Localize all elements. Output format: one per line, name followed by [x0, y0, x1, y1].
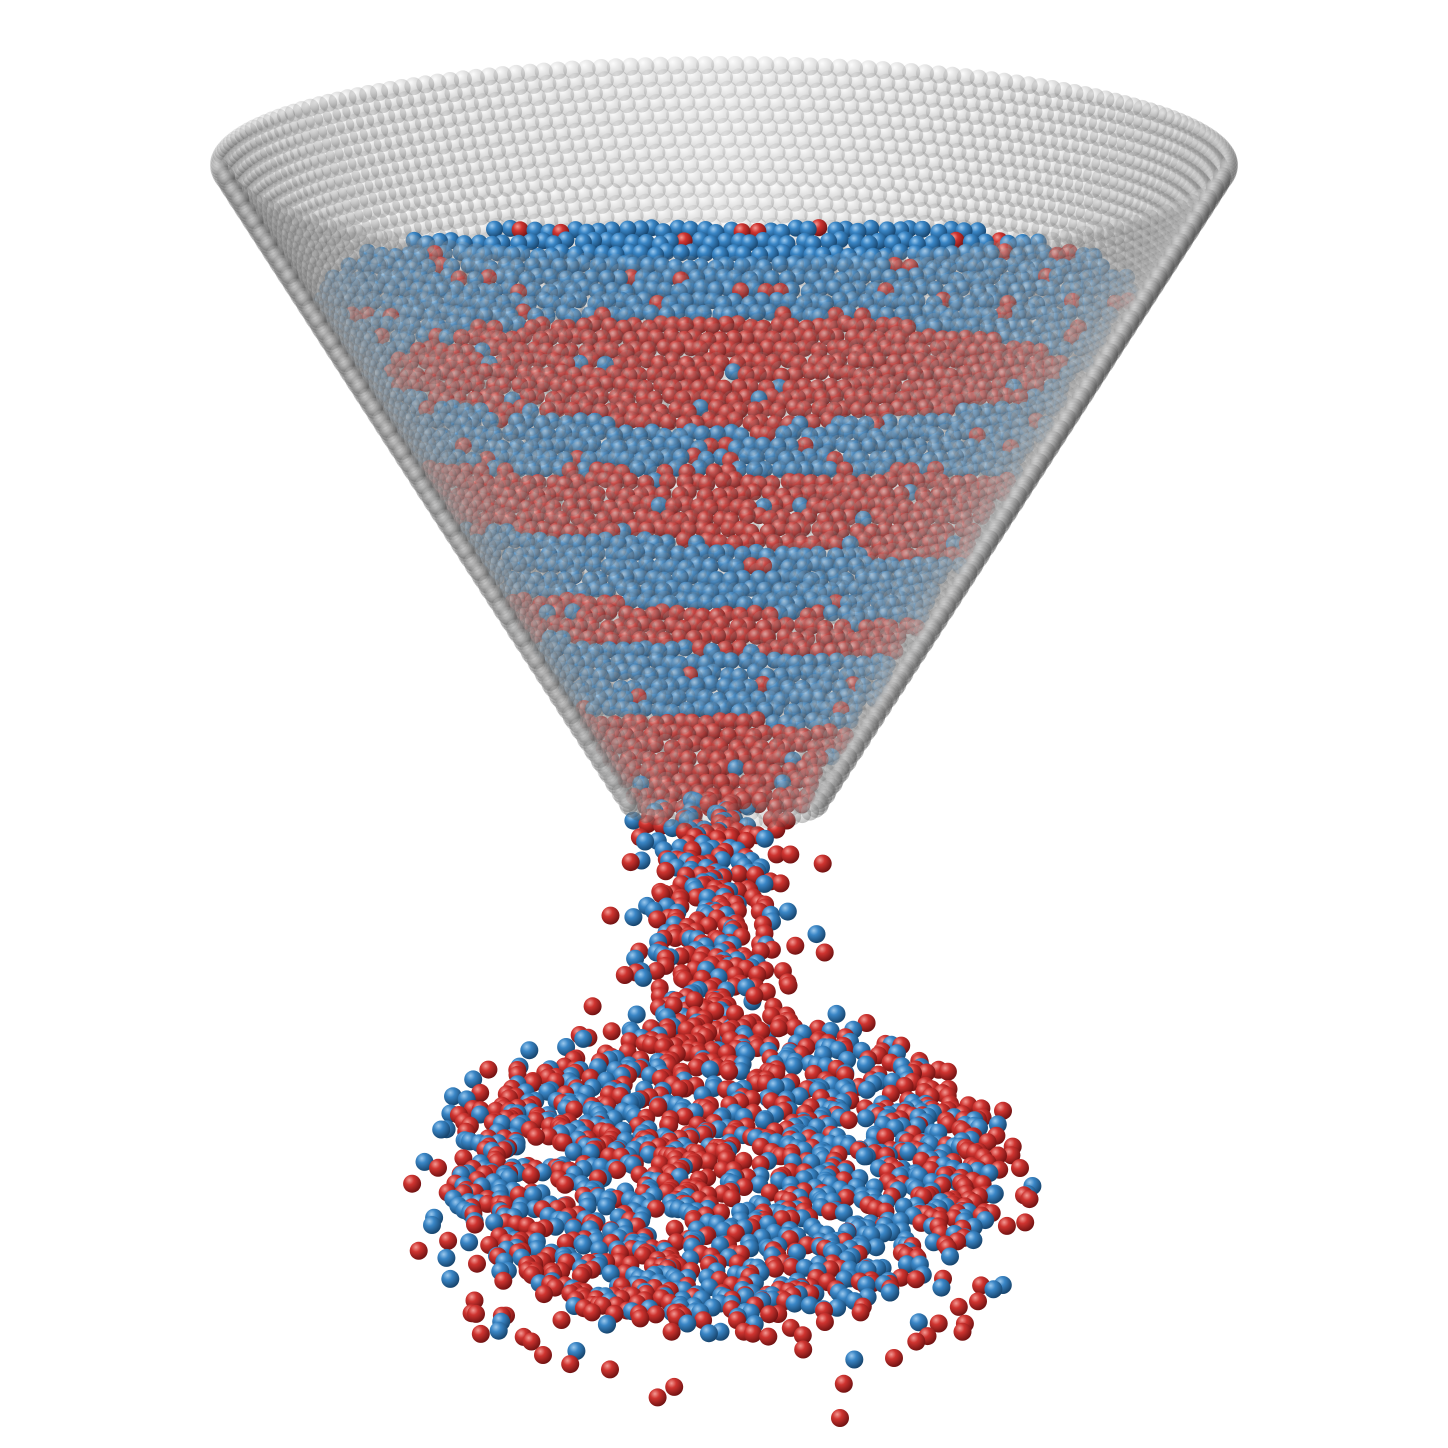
blue-particle — [669, 219, 687, 237]
blue-particle — [847, 233, 865, 251]
blue-particle — [862, 219, 880, 237]
blue-particle — [610, 232, 628, 250]
blue-particle — [631, 220, 649, 238]
blue-particle — [486, 220, 503, 238]
blue-particle — [878, 221, 896, 239]
blue-particle — [754, 232, 772, 249]
red-particle — [511, 221, 529, 239]
blue-particle — [619, 220, 637, 238]
blue-particle — [787, 219, 805, 237]
blue-particle — [913, 220, 931, 238]
